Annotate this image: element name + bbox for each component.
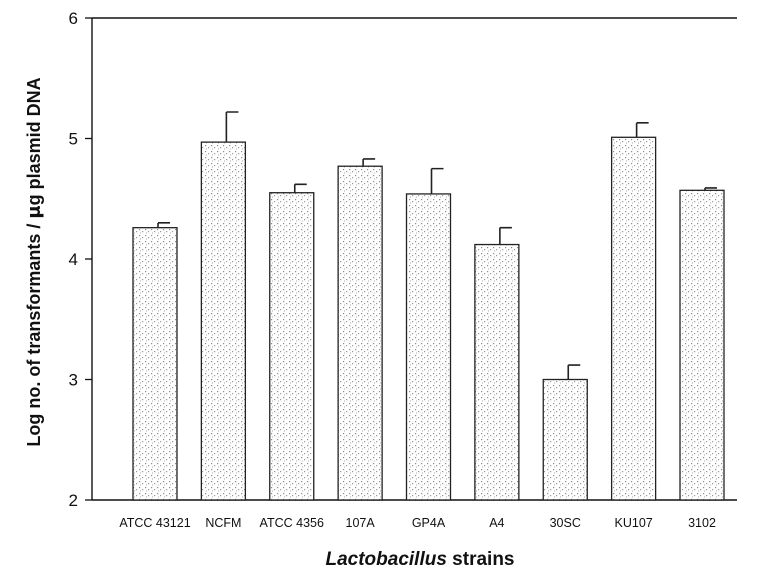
y-ticks-group: 2 3 4 5 6 (69, 9, 92, 510)
y-tick-label: 5 (69, 130, 78, 149)
y-tick-label: 2 (69, 491, 78, 510)
error-bars-group (157, 111, 717, 380)
bar-gp4a (405, 193, 452, 501)
y-tick-label: 6 (69, 9, 78, 28)
bar-30sc (542, 378, 588, 501)
x-tick-label: ATCC 4356 (260, 516, 324, 530)
x-tick-label: 3102 (688, 516, 716, 530)
error-bar (362, 158, 376, 167)
bar-atcc-4356 (269, 192, 315, 501)
error-bar (225, 111, 239, 143)
error-bar (704, 187, 717, 191)
x-tick-label: ATCC 43121 (119, 516, 190, 530)
error-bar (430, 167, 444, 194)
bar-a4 (474, 243, 520, 501)
y-axis-label: Log no. of transformants / μg plasmid DN… (24, 77, 45, 446)
x-tick-label: A4 (489, 516, 504, 530)
x-tick-label: KU107 (615, 516, 653, 530)
bars-group (132, 136, 725, 501)
y-tick-label: 3 (69, 371, 78, 390)
error-bar (635, 122, 649, 138)
x-tick-label: 107A (346, 516, 376, 530)
error-bar (293, 183, 307, 193)
bar-atcc-43121 (132, 227, 178, 501)
error-bar (157, 222, 170, 228)
x-ticks-group: ATCC 43121 NCFM ATCC 4356 107A GP4A A4 30SC KU1… (119, 516, 716, 530)
bar-107a (337, 165, 383, 501)
error-bar (567, 364, 581, 380)
bar-ncfm (200, 141, 247, 501)
bar-3102 (679, 189, 725, 501)
bar-ku107 (610, 136, 657, 501)
x-axis-label: Lactobacillus strains (325, 549, 514, 570)
error-bar (499, 226, 512, 245)
y-tick-label: 4 (69, 250, 78, 269)
x-tick-label: NCFM (205, 516, 241, 530)
x-tick-label: GP4A (412, 516, 446, 530)
x-tick-label: 30SC (550, 516, 581, 530)
